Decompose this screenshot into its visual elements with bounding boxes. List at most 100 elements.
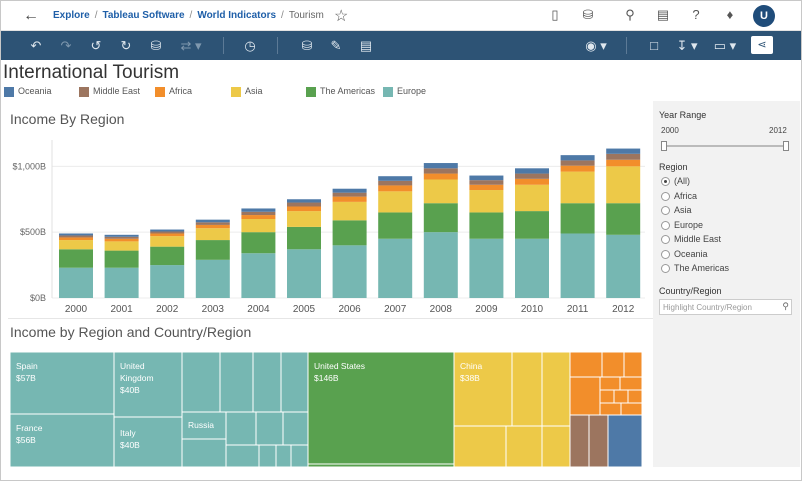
bar-segment[interactable] [59,249,93,268]
bar-segment[interactable] [515,211,549,239]
radio-button[interactable] [661,177,670,186]
bar-segment[interactable] [195,222,230,225]
download-icon[interactable]: ↧ ▾ [676,38,698,53]
bar-segment[interactable] [560,203,595,234]
bar-segment[interactable] [560,155,595,161]
radio-button[interactable] [661,191,670,201]
treemap-cell[interactable] [258,444,277,467]
treemap-cell[interactable] [541,425,571,467]
bar-segment[interactable] [104,238,139,242]
device-preview-icon[interactable]: ▯ [551,7,559,22]
treemap-cell[interactable] [252,352,282,413]
bar-segment[interactable] [378,176,413,181]
bar-segment[interactable] [332,220,367,246]
treemap-cell[interactable] [505,425,543,467]
pause-updates-icon[interactable]: ⛁ [150,38,162,53]
treemap-cell[interactable] [627,389,642,404]
region-option[interactable]: Africa [661,191,791,203]
bar-segment[interactable] [241,253,276,298]
share-icon[interactable]: ⋖ [751,36,773,54]
region-option[interactable]: Europe [661,220,791,232]
bar-segment[interactable] [195,240,230,260]
bar-segment[interactable] [241,232,276,254]
bar-segment[interactable] [59,240,93,250]
treemap-cell[interactable] [588,414,609,467]
treemap-cell[interactable] [307,463,455,467]
year-range-slider-end-handle[interactable] [783,141,789,151]
treemap-cell[interactable] [599,389,615,404]
treemap-cell[interactable] [619,376,642,391]
treemap-cell[interactable] [275,444,292,467]
edit-icon[interactable]: ✎ [330,38,342,53]
country-highlight-input[interactable]: Highlight Country/Region ⚲ [659,299,792,315]
bar-segment[interactable] [195,259,230,298]
bar-segment[interactable] [59,235,93,238]
breadcrumb-project[interactable]: Tableau Software [102,10,185,21]
bar-segment[interactable] [150,236,185,247]
bar-segment[interactable] [515,238,549,298]
radio-button[interactable] [661,206,670,215]
bar-segment[interactable] [606,166,641,204]
bar-segment[interactable] [606,153,641,160]
breadcrumb-explore[interactable]: Explore [53,10,90,21]
region-option[interactable]: (All) [661,176,791,188]
region-option[interactable]: The Americas [661,263,791,275]
refresh-data-icon[interactable]: ↻ [120,38,132,53]
bar-segment[interactable] [469,184,504,191]
bar-segment[interactable] [195,224,230,229]
bar-segment[interactable] [104,236,139,239]
bar-segment[interactable] [241,219,276,233]
bar-segment[interactable] [560,233,595,298]
bar-segment[interactable] [560,171,595,204]
bar-segment[interactable] [287,202,321,207]
undo-icon[interactable]: ↶ [30,38,42,53]
treemap-cell[interactable] [599,402,622,416]
bar-segment[interactable] [515,168,549,174]
bar-segment[interactable] [195,228,230,241]
treemap-cell[interactable] [569,352,603,378]
region-option[interactable]: Oceania [661,249,791,261]
treemap-cell[interactable] [620,402,642,416]
bar-segment[interactable] [287,199,321,203]
replay-animation-icon[interactable]: ⇄ ▾ [180,38,202,53]
treemap-cell[interactable] [219,352,254,413]
bar-segment[interactable] [332,192,367,197]
bar-segment[interactable] [59,233,93,236]
bar-segment[interactable] [150,229,185,232]
bar-segment[interactable] [332,245,367,298]
treemap-cell[interactable] [280,352,309,413]
view-visibility-icon[interactable]: ◉ ▾ [585,38,607,53]
bar-segment[interactable] [423,163,458,169]
radio-button[interactable] [661,220,670,230]
back-arrow-icon[interactable]: ← [23,7,39,24]
radio-button[interactable] [661,249,670,259]
device-layout-icon[interactable]: ▭ ▾ [713,38,737,53]
treemap-cell[interactable] [225,444,260,467]
treemap-cell[interactable] [511,352,543,427]
bar-segment[interactable] [378,238,413,298]
radio-button[interactable] [661,235,670,244]
bar-segment[interactable] [469,190,504,213]
treemap-cell[interactable] [623,352,642,378]
notes-icon[interactable]: ▤ [656,7,670,22]
bar-segment[interactable] [469,238,504,298]
treemap-cell-italy[interactable] [113,416,183,467]
bar-segment[interactable] [150,246,185,266]
notifications-bell-icon[interactable]: ♦ [726,7,734,22]
treemap-cell[interactable] [181,352,221,413]
bar-segment[interactable] [287,249,321,298]
search-icon[interactable]: ⚲ [625,7,635,22]
bar-segment[interactable] [606,159,641,167]
year-range-slider-start-handle[interactable] [661,141,667,151]
region-option[interactable]: Asia [661,205,791,217]
treemap-cell-united-states[interactable] [307,352,455,465]
bar-segment[interactable] [423,168,458,174]
bar-segment[interactable] [423,179,458,204]
bar-segment[interactable] [378,212,413,239]
treemap-cell[interactable] [225,411,257,446]
treemap-cell[interactable] [607,414,642,467]
treemap-cell[interactable] [541,352,571,427]
radio-button[interactable] [661,264,670,273]
bar-segment[interactable] [515,173,549,179]
bar-segment[interactable] [241,208,276,212]
